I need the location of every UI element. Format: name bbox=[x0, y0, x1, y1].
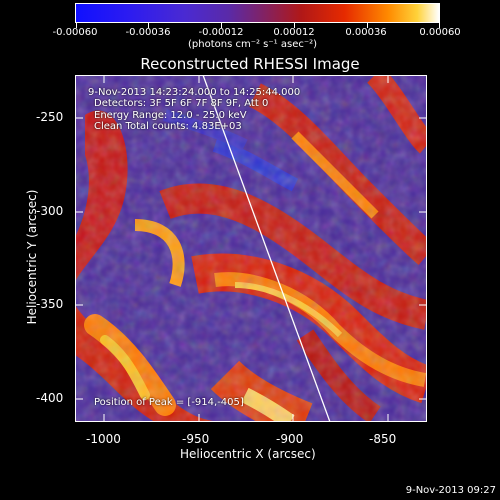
info-detectors: Detectors: 3F 5F 6F 7F 8F 9F, Att 0 bbox=[94, 98, 269, 109]
x-tick-label: -1000 bbox=[86, 432, 121, 446]
colorbar-tick-label: -0.00060 bbox=[52, 27, 98, 38]
colorbar-unit-label: (photons cm⁻² s⁻¹ asec⁻²) bbox=[188, 39, 318, 50]
colorbar bbox=[75, 3, 440, 28]
x-tick-label: -950 bbox=[182, 432, 210, 446]
footer-timestamp: 9-Nov-2013 09:27 bbox=[405, 485, 496, 496]
x-tick-label: -850 bbox=[369, 432, 397, 446]
limb-line bbox=[202, 75, 331, 422]
colorbar-tick-label: -0.00036 bbox=[125, 27, 171, 38]
info-energy-range: Energy Range: 12.0 - 25.0 keV bbox=[94, 110, 247, 121]
image-title: Reconstructed RHESSI Image bbox=[140, 55, 360, 73]
y-tick-label: -300 bbox=[36, 204, 64, 218]
plot-frame bbox=[75, 75, 427, 422]
peak-position-label: Position of Peak = [-914,-405] bbox=[94, 397, 244, 408]
x-axis-label: Heliocentric X (arcsec) bbox=[180, 447, 316, 461]
rhessi-image-plot bbox=[75, 75, 427, 422]
y-axis-label: Heliocentric Y (arcsec) bbox=[25, 189, 39, 325]
info-time-range: 9-Nov-2013 14:23:24.000 to 14:25:44.000 bbox=[88, 87, 301, 98]
info-clean-counts: Clean Total counts: 4.83E+03 bbox=[94, 121, 242, 132]
y-tick-label: -250 bbox=[36, 110, 64, 124]
colorbar-tick-label: 0.00060 bbox=[419, 27, 461, 38]
y-tick-label: -400 bbox=[36, 391, 64, 405]
colorbar-tick-label: 0.00012 bbox=[273, 27, 315, 38]
y-tick-label: -350 bbox=[36, 297, 64, 311]
colorbar-tick-label: 0.00036 bbox=[345, 27, 387, 38]
x-tick-label: -900 bbox=[276, 432, 304, 446]
colorbar-tick-label: -0.00012 bbox=[198, 27, 244, 38]
